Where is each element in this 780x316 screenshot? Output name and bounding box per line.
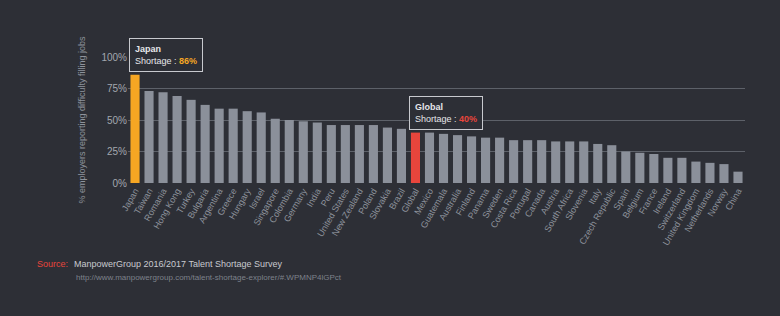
- svg-text:50%: 50%: [107, 115, 127, 126]
- html-text:Source:: Source:: [37, 259, 68, 269]
- svg-text:Taiwan: Taiwan: [132, 187, 155, 216]
- svg-text:Canada: Canada: [523, 187, 547, 219]
- svg-text:India: India: [305, 187, 323, 209]
- svg-text:Brazil: Brazil: [387, 187, 407, 211]
- svg-text:Panama: Panama: [466, 187, 491, 221]
- svg-text:Mexico: Mexico: [412, 187, 435, 217]
- svg-text:Germany: Germany: [282, 186, 309, 223]
- svg-text:China: China: [723, 187, 743, 212]
- svg-text:Portugal: Portugal: [508, 187, 533, 221]
- svg-text:Romania: Romania: [142, 187, 169, 223]
- svg-text:75%: 75%: [107, 83, 127, 94]
- svg-text:Greece: Greece: [215, 187, 238, 218]
- svg-text:GlobalShortage : 40%: GlobalShortage : 40%: [415, 102, 477, 124]
- svg-text:Hungary: Hungary: [227, 186, 253, 221]
- svg-text:Netherlands: Netherlands: [683, 186, 716, 233]
- svg-text:Finland: Finland: [454, 187, 477, 218]
- svg-text:Norway: Norway: [706, 186, 730, 218]
- svg-text:Global: Global: [399, 187, 421, 215]
- svg-text:Slovakia: Slovakia: [367, 187, 393, 221]
- svg-text:Italy: Italy: [586, 186, 603, 206]
- svg-text:Israel: Israel: [247, 187, 267, 211]
- svg-text:Australia: Australia: [437, 187, 463, 222]
- svg-text:Colombia: Colombia: [267, 187, 295, 225]
- svg-text:% employers reporting difficul: % employers reporting difficulty filling…: [77, 36, 87, 203]
- svg-text:New Zealand: New Zealand: [330, 187, 365, 238]
- svg-text:Singapore: Singapore: [252, 187, 281, 228]
- svg-text:Bulgaria: Bulgaria: [186, 187, 211, 221]
- svg-text:France: France: [637, 187, 660, 216]
- svg-text:Belgium: Belgium: [621, 187, 646, 220]
- svg-text:Guatemala: Guatemala: [418, 187, 449, 230]
- html-text:http://www.manpowergroup.com/t: http://www.manpowergroup.com/talent-shor…: [76, 273, 341, 282]
- svg-text:Hong Kong: Hong Kong: [152, 187, 183, 231]
- svg-text:Argentina: Argentina: [197, 187, 225, 225]
- svg-text:100%: 100%: [101, 52, 127, 63]
- svg-text:Ireland: Ireland: [651, 187, 673, 216]
- svg-text:Sweden: Sweden: [480, 187, 505, 220]
- svg-text:Japan: Japan: [120, 187, 141, 213]
- svg-text:United Kingdom: United Kingdom: [661, 187, 702, 247]
- svg-text:South Africa: South Africa: [542, 187, 575, 234]
- svg-text:Switzerland: Switzerland: [656, 187, 688, 232]
- svg-text:Turkey: Turkey: [174, 186, 196, 215]
- svg-text:Czech Republic: Czech Republic: [577, 186, 617, 246]
- svg-text:JapanShortage : 86%: JapanShortage : 86%: [135, 44, 197, 66]
- svg-text:Poland: Poland: [356, 187, 379, 216]
- svg-text:Costa Rica: Costa Rica: [489, 187, 520, 230]
- svg-text:Spain: Spain: [611, 187, 631, 212]
- svg-text:Peru: Peru: [319, 187, 337, 208]
- html-text:ManpowerGroup 2016/2017 Talent: ManpowerGroup 2016/2017 Talent Shortage …: [74, 259, 282, 269]
- svg-text:United States: United States: [315, 186, 351, 238]
- svg-text:Austria: Austria: [539, 187, 562, 216]
- svg-text:25%: 25%: [107, 146, 127, 157]
- svg-text:Slovenia: Slovenia: [563, 187, 589, 222]
- svg-text:0%: 0%: [113, 178, 128, 189]
